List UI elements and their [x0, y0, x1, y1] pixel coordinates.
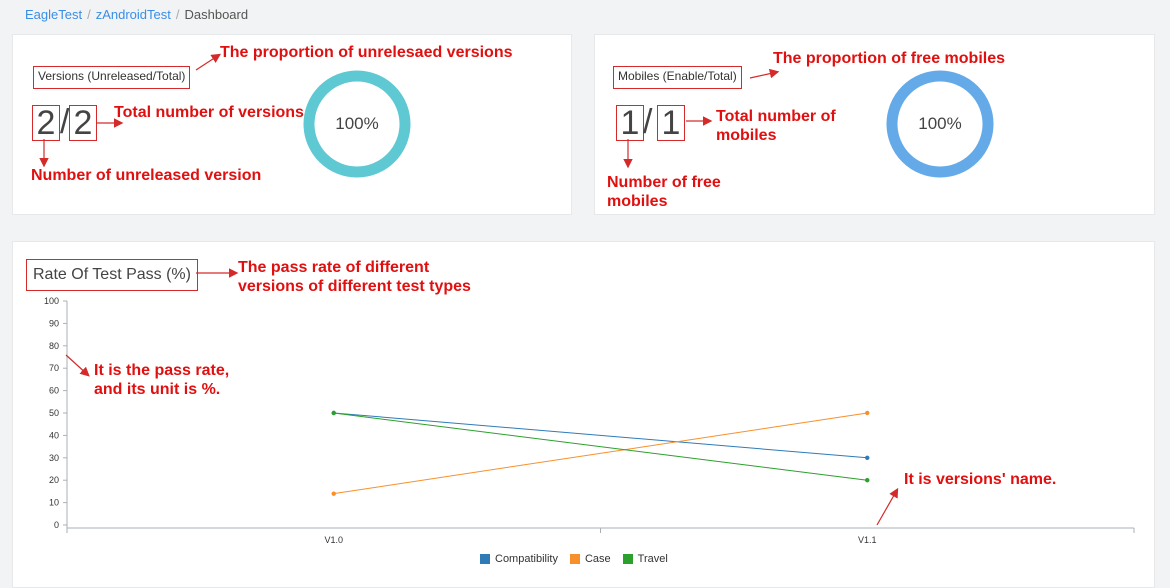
mobiles-slash: /	[643, 103, 653, 141]
versions-percent: 100%	[335, 114, 379, 133]
x-tick-label: V1.1	[858, 535, 877, 545]
y-tick-label: 30	[49, 453, 59, 463]
annotation-yaxis-l2: and its unit is %.	[94, 381, 221, 398]
chart-title: Rate Of Test Pass (%)	[26, 259, 198, 291]
versions-donut-ring	[303, 70, 411, 178]
annotation-mobiles-free-l1: Number of free	[607, 174, 721, 191]
data-point	[331, 410, 336, 416]
series-line	[333, 412, 868, 495]
legend-label: Travel	[637, 553, 668, 565]
versions-unreleased-count: 2	[32, 105, 60, 141]
mobiles-card	[594, 34, 1155, 215]
mobiles-percent: 100%	[918, 114, 962, 133]
y-tick-label: 0	[54, 520, 59, 530]
x-tick-label: V1.0	[324, 535, 343, 545]
versions-label: Versions (Unreleased/Total)	[33, 66, 191, 89]
annotation-mobiles-proportion: The proportion of free mobiles	[773, 50, 1006, 67]
y-tick-label: 50	[49, 408, 59, 418]
y-tick-label: 90	[49, 318, 59, 328]
annotation-mobiles-free-l2: mobiles	[607, 193, 668, 210]
breadcrumb-separator: /	[87, 7, 91, 22]
series-line	[333, 412, 868, 459]
legend-swatch	[480, 554, 490, 564]
y-tick-label: 20	[49, 475, 59, 485]
breadcrumb-separator: /	[175, 7, 180, 22]
breadcrumb-current: Dashboard	[184, 7, 249, 22]
annotation-chart-desc-l1: The pass rate of different	[238, 259, 430, 276]
legend-label: Case	[584, 553, 611, 565]
versions-card	[12, 34, 572, 215]
data-point	[865, 410, 870, 416]
mobiles-label: Mobiles (Enable/Total)	[613, 66, 742, 89]
breadcrumb: EagleTest / zAndroidTest / Dashboard	[25, 7, 248, 22]
data-point	[865, 478, 870, 483]
mobiles-donut	[886, 70, 994, 178]
y-tick-label: 10	[49, 498, 59, 508]
y-tick-label: 70	[49, 363, 59, 373]
y-tick-label: 80	[49, 341, 59, 351]
annotation-versions-total: Total number of versions	[114, 104, 304, 121]
annotation-chart-desc-l2: versions of different test types	[238, 278, 471, 295]
annotation-versions-proportion: The proportion of unrelesaed versions	[220, 44, 513, 61]
breadcrumb-item-eagletest[interactable]: EagleTest	[25, 7, 83, 22]
data-point	[865, 455, 870, 460]
versions-donut	[303, 70, 411, 178]
y-tick-label: 40	[49, 430, 59, 440]
mobiles-donut-ring	[886, 70, 994, 178]
chart-card	[12, 241, 1155, 588]
y-tick-label: 60	[49, 386, 59, 396]
legend-swatch	[622, 554, 633, 564]
legend-item[interactable]: Compatibility	[480, 553, 558, 565]
annotation-mobiles-total-l2: mobiles	[716, 127, 777, 144]
legend-item[interactable]: Travel	[622, 553, 668, 565]
y-tick-label: 100	[44, 296, 59, 306]
annotation-mobiles-total-l1: Total number of	[716, 108, 836, 125]
data-point	[331, 491, 336, 496]
legend-swatch	[569, 554, 580, 564]
legend-label: Compatibility	[495, 553, 558, 565]
mobiles-total-count: 1	[657, 105, 685, 141]
annotation-xaxis: It is versions' name.	[904, 471, 1057, 488]
mobiles-enabled-count: 1	[616, 105, 644, 141]
series-line	[333, 412, 868, 481]
versions-slash: /	[60, 103, 70, 141]
breadcrumb-item-zandroidtest[interactable]: zAndroidTest	[95, 7, 171, 22]
annotation-yaxis-l1: It is the pass rate,	[94, 362, 230, 379]
chart-legend: Compatibility Case Travel	[480, 553, 668, 565]
annotation-versions-unreleased: Number of unreleased version	[31, 167, 262, 184]
legend-item[interactable]: Case	[569, 553, 611, 565]
